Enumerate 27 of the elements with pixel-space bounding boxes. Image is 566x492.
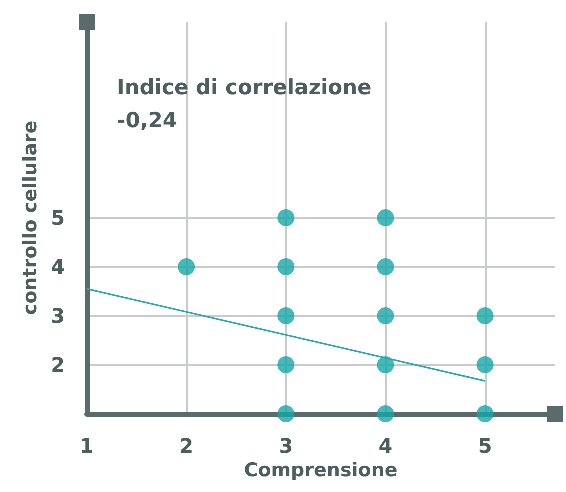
point: [178, 258, 196, 276]
x-tick-label: 4: [378, 434, 393, 458]
point: [476, 356, 494, 374]
text: -0,24: [117, 108, 178, 132]
point: [278, 406, 295, 422]
point: [377, 406, 394, 422]
point: [377, 210, 394, 226]
y-tick-label: 5: [51, 206, 65, 230]
x-tick-label: 2: [180, 434, 194, 458]
x-tick-label: 1: [80, 434, 94, 458]
point: [278, 356, 295, 374]
x-tick-label: 3: [279, 434, 294, 458]
point: [377, 258, 394, 276]
y-tick-label: 4: [51, 255, 65, 279]
point: [278, 308, 295, 324]
point: [476, 406, 494, 422]
point: [476, 308, 494, 324]
point: [278, 210, 295, 226]
point: [377, 356, 394, 374]
y-tick-label: 2: [51, 353, 65, 377]
x-axis-title: Comprensione: [244, 459, 398, 482]
y-axis-title: controllo cellulare: [20, 120, 42, 316]
text: Indice di correlazione: [117, 76, 372, 100]
point: [377, 308, 394, 324]
y-tick-label: 3: [51, 304, 65, 328]
x-tick-label: 5: [478, 434, 492, 458]
point: [278, 258, 295, 276]
